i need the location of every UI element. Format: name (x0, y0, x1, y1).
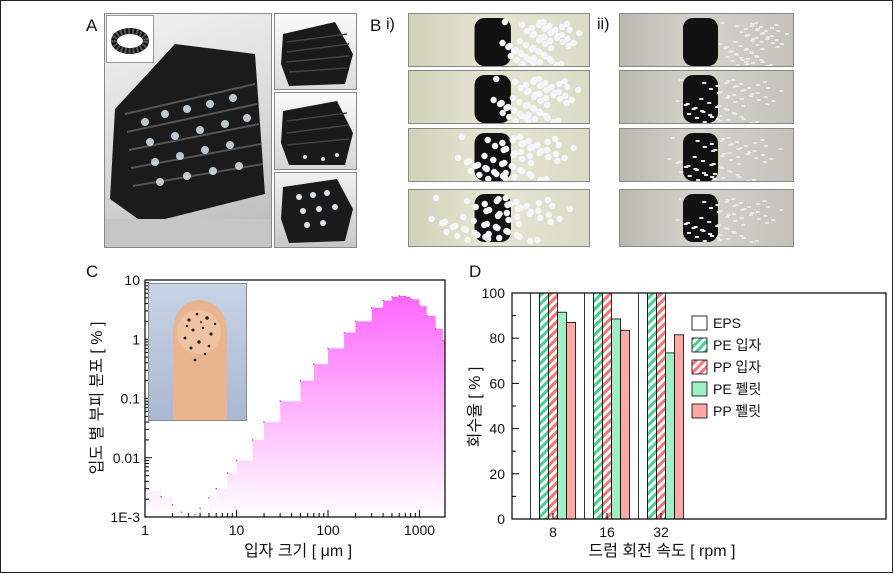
chart-c-point (370, 307, 373, 309)
chart-c-point (251, 439, 254, 441)
chart-c-point (442, 339, 444, 342)
chart-c-point (194, 513, 196, 516)
panel-label-d: D (469, 262, 482, 281)
b-right-frame-3 (619, 128, 794, 182)
chart-c-point (398, 295, 401, 297)
b-left-frame-4 (408, 189, 590, 247)
drum-photo-side-1 (274, 13, 357, 90)
chart-c-point (343, 331, 345, 334)
chart-c-point (160, 495, 162, 498)
chart-d-bar (665, 352, 675, 520)
chart-d-bar (611, 318, 621, 520)
chart-d-bar (602, 292, 612, 520)
chart-d-y-tick-label: 100 (482, 285, 506, 301)
chart-d-bar (548, 292, 558, 520)
chart-c-x-axis-label: 입자 크기 [ μm ] (244, 542, 352, 560)
chart-d-x-tick-label: 8 (549, 524, 557, 540)
chart-d-y-tick-label: 20 (489, 466, 505, 482)
chart-c-point (215, 487, 217, 490)
b-right-frame-2 (619, 70, 794, 124)
chart-d-bar (557, 311, 567, 520)
chart-c-point (299, 379, 302, 382)
chart-c-point (279, 400, 282, 402)
panel-label-c: C (86, 262, 99, 281)
chart-d-bar (620, 329, 630, 520)
drum-photo-side-2 (274, 92, 357, 170)
chart-d-legend-label: EPS (713, 315, 741, 331)
chart-d-bar (539, 292, 549, 520)
chart-d-legend-swatch (691, 403, 708, 419)
b-left-frame-1 (408, 13, 590, 67)
chart-d-bar (656, 292, 666, 520)
chart-d-legend-swatch (691, 315, 708, 331)
chart-c-y-tick-label: 1E-3 (110, 509, 140, 525)
chart-d-legend-label: PP 입자 (713, 359, 761, 375)
chart-d-bar (566, 322, 576, 520)
drum-photo-side-3 (274, 172, 357, 248)
chart-c-x-tick-label: 10 (229, 522, 245, 538)
chart-c-point (418, 305, 421, 308)
chart-d-y-tick-label: 0 (497, 511, 505, 527)
chart-c-point (382, 299, 384, 302)
b-right-frame-4 (619, 189, 794, 247)
chart-d-bar (638, 292, 648, 520)
chart-c-point (199, 507, 201, 510)
chart-d-bar (530, 292, 540, 520)
chart-d-bar (593, 292, 603, 520)
chart-d-legend-swatch (691, 359, 708, 375)
drum-photo-main (104, 13, 272, 248)
chart-c-point (434, 328, 437, 330)
chart-c-point (235, 459, 238, 462)
recovery-rate-chart: 0 20 40 60 80 100 8 16 32 EPS PE 입자 PP 입자 PE 펠릿 PP 펠… (466, 285, 887, 560)
chart-d-bar (647, 292, 657, 520)
b-left-frame-2 (408, 70, 590, 124)
chart-d-x-axis-label: 드럼 회전 속도 [ rpm ] (589, 542, 736, 560)
chart-c-x-tick-label: 1 (141, 522, 149, 538)
chart-d-bar (584, 292, 594, 520)
panel-b-sub-ii: ii) (597, 16, 610, 33)
chart-c-point (313, 363, 315, 365)
chart-c-x-tick-label: 100 (316, 522, 340, 538)
chart-c-point (263, 421, 265, 423)
chart-c-point (208, 497, 210, 499)
b-right-frame-1 (619, 13, 794, 67)
panel-label-b: B (370, 16, 382, 35)
panel-label-a: A (86, 16, 98, 35)
chart-c-point (409, 298, 412, 301)
particle-size-distribution-area (145, 295, 445, 517)
drum-inset-photo (106, 15, 154, 63)
chart-c-point (391, 296, 393, 298)
particle-size-chart: 1 10 100 1000 1E-3 0.01 0.1 1 10 입자 크기 [ μm ] 입도… (88, 272, 446, 560)
chart-d-x-tick-label: 16 (599, 524, 615, 540)
chart-c-y-tick-label: 0.01 (113, 450, 140, 466)
chart-c-point (226, 472, 229, 474)
chart-c-y-tick-label: 1 (132, 331, 140, 347)
chart-c-point (327, 347, 329, 350)
chart-d-legend-label: PE 펠릿 (713, 381, 761, 397)
chart-d-y-tick-label: 40 (489, 421, 505, 437)
chart-d-legend-label: PE 입자 (713, 337, 761, 353)
chart-c-point (425, 314, 428, 317)
chart-d-legend-label: PP 펠릿 (713, 403, 761, 419)
chart-c-x-tick-label: 1000 (404, 522, 435, 538)
chart-d-y-tick-label: 80 (489, 330, 505, 346)
panel-b-sub-i: i) (386, 16, 395, 33)
chart-c-y-tick-label: 10 (124, 272, 140, 288)
chart-c-point (180, 511, 183, 514)
chart-c-y-tick-label: 0.1 (121, 391, 141, 407)
chart-d-bar (674, 334, 684, 520)
chart-d-legend-swatch (691, 381, 708, 397)
chart-d-legend-swatch (691, 337, 708, 353)
chart-c-point (404, 296, 407, 298)
chart-c-point (171, 504, 174, 506)
chart-d-y-axis-label: 회수율 [ % ] (466, 367, 484, 448)
b-left-frame-3 (408, 128, 590, 182)
chart-d-x-tick-label: 32 (653, 524, 669, 540)
chart-c-point (354, 320, 357, 323)
chart-d-y-tick-label: 60 (489, 375, 505, 391)
fingertip-sample-photo (148, 283, 247, 421)
chart-c-y-axis-label: 입도 별 부피 분포 [ % ] (88, 322, 106, 475)
